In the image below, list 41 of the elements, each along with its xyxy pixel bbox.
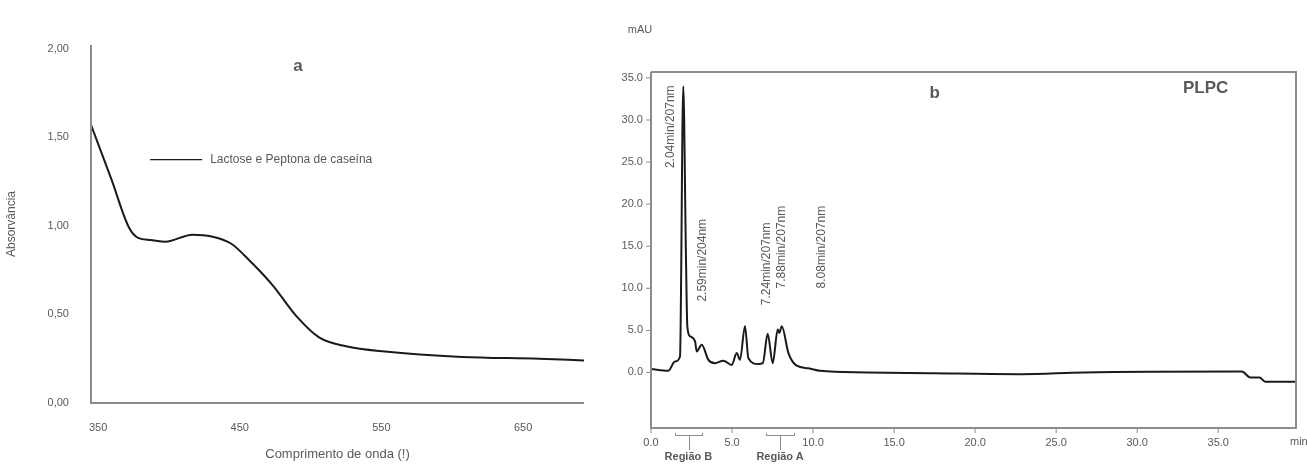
y-tick-label: 35.0 [621, 70, 643, 83]
x-tick-label: 30.0 [1126, 435, 1148, 448]
y-tick-label: 5.0 [627, 323, 643, 336]
legend-label: Lactose e Peptona de caseína [210, 151, 373, 166]
y-tick-label: 15.0 [621, 239, 643, 252]
y-axis-title: Absorvância [3, 190, 18, 258]
annotation: 7.24min/207nm [758, 222, 773, 306]
annotation: 2.04min/207nm [662, 85, 677, 169]
x-tick-label: 10.0 [802, 435, 824, 448]
y-tick-label: 0,00 [47, 396, 69, 409]
chart-subtitle: PLPC [1183, 77, 1229, 97]
x-tick-label: 35.0 [1207, 435, 1229, 448]
x-tick-label: 0.0 [643, 435, 659, 448]
x-tick-label: 25.0 [1045, 435, 1067, 448]
y-tick-label: 1,00 [47, 218, 69, 231]
y-tick-label: 30.0 [621, 113, 643, 125]
x-axis-title: min [1290, 434, 1307, 447]
y-axis-title: mAU [627, 23, 653, 36]
y-tick-label: 10.0 [621, 281, 643, 294]
x-tick-label: 450 [230, 420, 249, 433]
text: b [929, 82, 940, 102]
y-tick-label: 25.0 [621, 155, 643, 168]
x-tick-label: 650 [513, 420, 533, 433]
x-axis-title: Comprimento de onda (!) [265, 445, 410, 461]
annotation: 2.59min/204nm [694, 218, 709, 302]
text: Região B [664, 449, 713, 462]
y-tick-label: 1,50 [47, 130, 69, 143]
text: Região A [756, 449, 804, 462]
line-series [91, 123, 584, 362]
y-tick-label: 20.0 [621, 197, 643, 210]
annotation: 8.08min/207nm [813, 205, 828, 289]
annotation: 7.88min/207nm [773, 205, 788, 289]
y-tick-label: 2,00 [47, 41, 69, 54]
y-tick-label: 0.0 [627, 365, 643, 378]
x-tick-label: 5.0 [724, 435, 740, 448]
x-tick-label: 350 [88, 420, 108, 433]
x-tick-label: 20.0 [964, 435, 986, 448]
text: a [293, 55, 304, 75]
x-tick-label: 15.0 [883, 435, 905, 448]
x-tick-label: 550 [372, 420, 391, 433]
y-tick-label: 0,50 [47, 307, 69, 320]
